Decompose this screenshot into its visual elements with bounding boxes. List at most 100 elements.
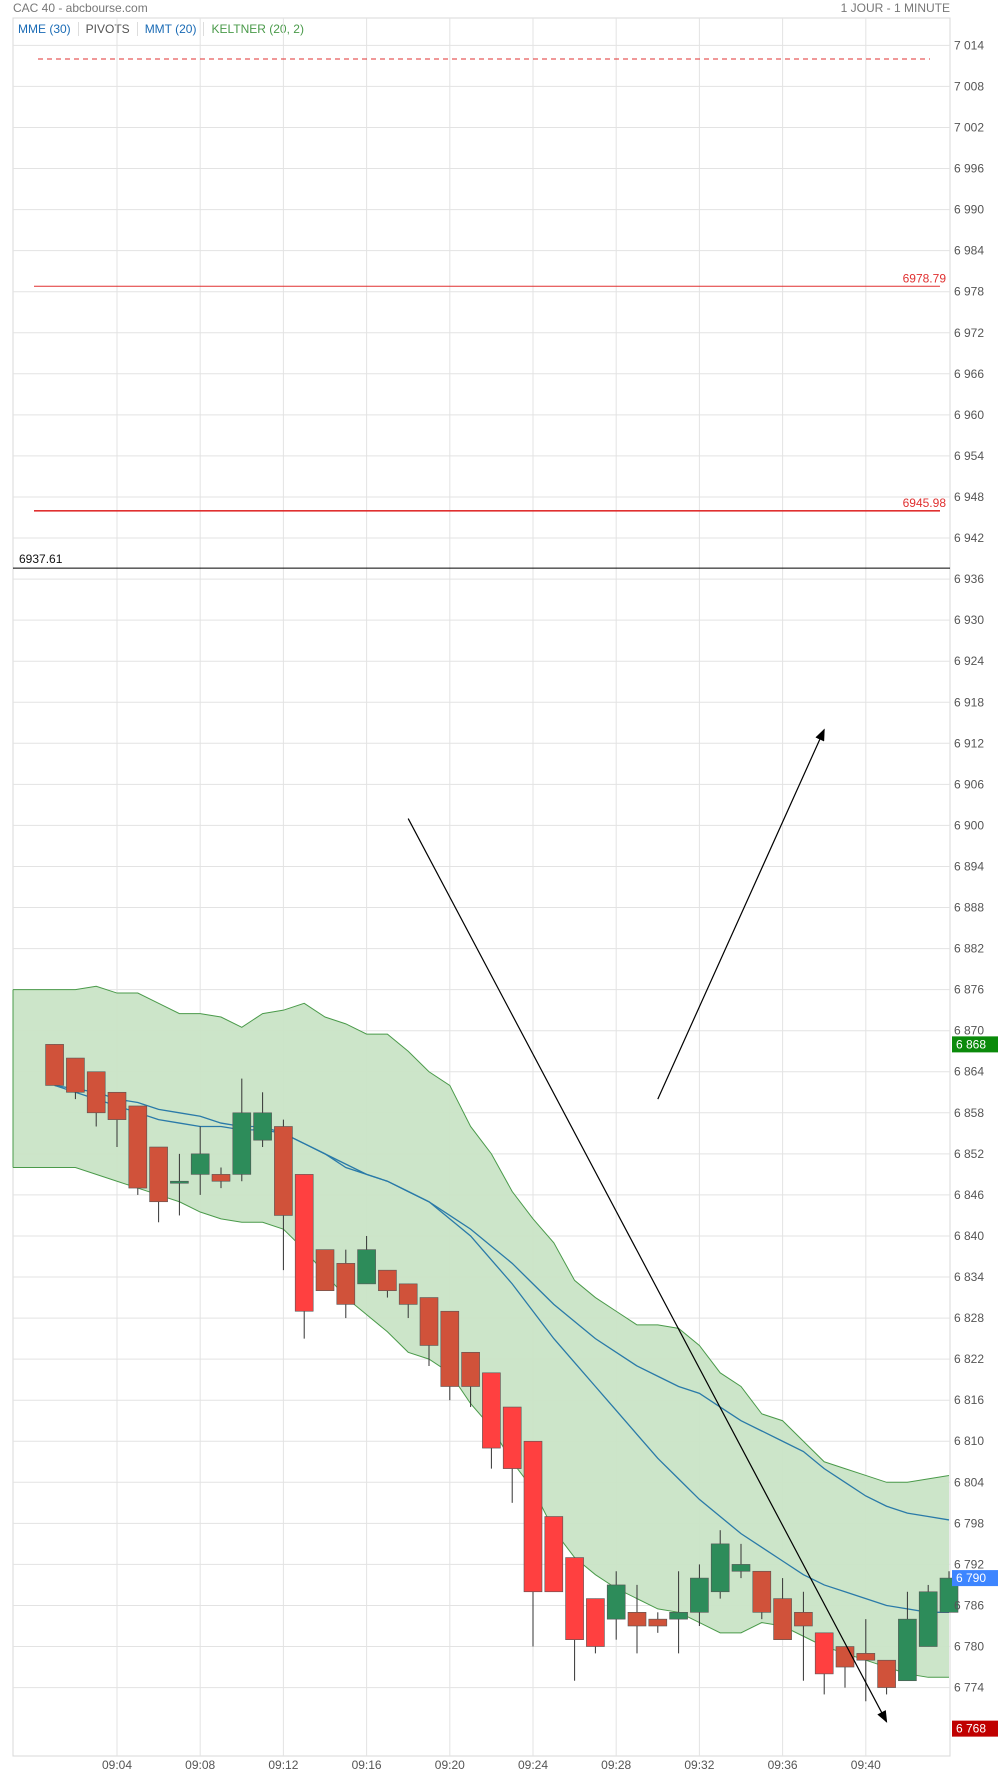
candle-body <box>315 1249 335 1292</box>
indicator-legend: MME (30) PIVOTS MMT (20) KELTNER (20, 2) <box>14 20 311 38</box>
y-tick-label: 6 900 <box>954 818 984 832</box>
y-tick-label: 6 810 <box>954 1434 984 1448</box>
candle <box>731 1543 751 1579</box>
y-tick-label: 6 858 <box>954 1106 984 1120</box>
reference-label: 6937.61 <box>19 552 63 566</box>
chart-header: CAC 40 - abcbourse.com 1 JOUR - 1 MINUTE <box>0 0 1000 16</box>
y-tick-label: 6 954 <box>954 449 984 463</box>
candle-body <box>710 1543 730 1593</box>
x-tick-label: 09:20 <box>435 1758 465 1772</box>
y-tick-label: 6 942 <box>954 531 984 545</box>
trend-arrow <box>407 818 888 1723</box>
y-tick-label: 6 882 <box>954 942 984 956</box>
candle-body <box>627 1612 647 1627</box>
x-tick-label: 09:04 <box>102 1758 132 1772</box>
y-tick-label: 6 990 <box>954 203 984 217</box>
y-tick-label: 7 002 <box>954 120 984 134</box>
y-tick-label: 6 888 <box>954 901 984 915</box>
candle <box>190 1126 210 1195</box>
current-price-badge-bg <box>952 1570 998 1587</box>
candle-body <box>586 1598 605 1647</box>
mme30-line <box>54 1084 950 1521</box>
candle <box>877 1659 896 1695</box>
candle <box>378 1269 397 1298</box>
candle-body <box>336 1263 356 1305</box>
y-tick-label: 6 996 <box>954 162 984 176</box>
candle <box>544 1516 564 1593</box>
candle <box>898 1591 917 1682</box>
x-tick-label: 09:32 <box>684 1758 714 1772</box>
candle-body <box>378 1269 397 1292</box>
candle <box>315 1249 335 1292</box>
chart-title: CAC 40 - abcbourse.com <box>13 1 148 15</box>
candle-body <box>502 1406 522 1469</box>
candle <box>586 1598 605 1654</box>
plot-frame <box>12 17 951 1757</box>
candle-body <box>253 1112 272 1141</box>
y-tick-label: 6 798 <box>954 1516 984 1530</box>
candle-body <box>419 1297 439 1346</box>
candle <box>45 1044 64 1086</box>
y-tick-label: 6 912 <box>954 736 984 750</box>
candle <box>502 1406 522 1503</box>
candle-body <box>835 1646 855 1668</box>
candle-body <box>606 1584 626 1620</box>
candle <box>86 1071 106 1127</box>
candle <box>627 1584 647 1654</box>
y-tick-label: 6 792 <box>954 1557 984 1571</box>
candle <box>814 1632 834 1695</box>
candle <box>648 1612 668 1633</box>
y-tick-label: 6 774 <box>954 1681 984 1695</box>
y-tick-label: 6 840 <box>954 1229 984 1243</box>
y-tick-label: 6 930 <box>954 613 984 627</box>
candle <box>253 1092 272 1148</box>
low-price-badge: 6 768 <box>952 1720 998 1737</box>
x-axis: 09:04 09:08 09:12 09:16 09:20 09:24 09:28 09:32… <box>102 1758 881 1772</box>
candle <box>232 1078 252 1182</box>
candle <box>918 1584 938 1647</box>
y-tick-label: 6 978 <box>954 285 984 299</box>
y-tick-label: 6 876 <box>954 983 984 997</box>
candle-body <box>523 1440 543 1593</box>
period-label[interactable]: 1 JOUR - 1 MINUTE <box>840 1 950 15</box>
candle-body <box>690 1577 709 1613</box>
legend-mmt[interactable]: MMT (20) <box>136 22 204 36</box>
x-tick-label: 09:28 <box>601 1758 631 1772</box>
candle <box>939 1571 959 1613</box>
y-tick-label: 6 936 <box>954 572 984 586</box>
candle-body <box>232 1112 252 1175</box>
y-tick-label: 6 852 <box>954 1147 984 1161</box>
candle-body <box>731 1564 751 1572</box>
candle <box>66 1057 85 1100</box>
candle <box>856 1619 876 1702</box>
high-price-badge-bg <box>952 1036 998 1053</box>
candle <box>398 1283 418 1319</box>
candle-body <box>170 1180 189 1184</box>
candle <box>107 1091 127 1148</box>
candle <box>690 1564 709 1626</box>
candle-body <box>86 1071 106 1114</box>
x-tick-label: 09:40 <box>851 1758 881 1772</box>
y-tick-label: 6 804 <box>954 1475 984 1489</box>
candle-body <box>128 1105 148 1189</box>
candle <box>794 1591 813 1681</box>
current-price-badge-label: 6 790 <box>956 1571 986 1585</box>
candle-body <box>440 1310 460 1387</box>
candle <box>482 1372 501 1469</box>
y-tick-label: 6 972 <box>954 326 984 340</box>
candle-body <box>856 1653 876 1661</box>
y-tick-label: 6 870 <box>954 1024 984 1038</box>
candle <box>461 1351 480 1408</box>
candle <box>128 1105 148 1195</box>
y-tick-label: 6 828 <box>954 1311 984 1325</box>
legend-keltner[interactable]: KELTNER (20, 2) <box>203 22 310 36</box>
candle-body <box>918 1591 938 1647</box>
trend-drawings <box>407 728 888 1723</box>
y-tick-label: 6 918 <box>954 695 984 709</box>
x-tick-label: 09:08 <box>185 1758 215 1772</box>
legend-mme[interactable]: MME (30) <box>18 22 71 36</box>
legend-pivots[interactable]: PIVOTS <box>77 22 137 36</box>
candle-body <box>107 1091 127 1120</box>
candle-body <box>482 1372 501 1449</box>
